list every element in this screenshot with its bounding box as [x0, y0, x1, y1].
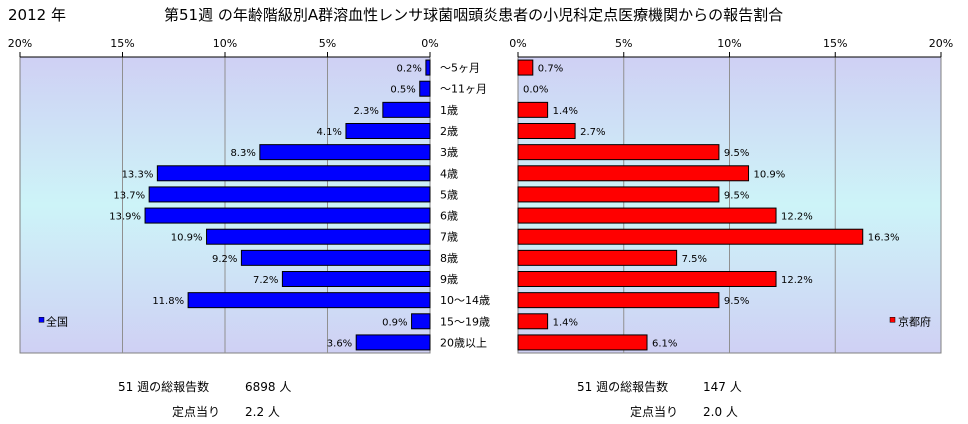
right-tick-label: 10% [717, 37, 741, 50]
right-bar [517, 165, 750, 182]
right-data-label: 1.4% [553, 317, 578, 328]
right-total-label: 51 週の総報告数 [577, 380, 669, 394]
right-data-label: 7.5% [682, 254, 707, 265]
category-labels: 〜5ヶ月〜11ヶ月 1歳 2歳 3歳 4歳 5歳 6歳 7歳 8歳 9歳 10〜14歳 15〜19歳 2… [440, 62, 490, 350]
category-label: 3歳 [440, 146, 458, 159]
left-data-label: 11.8% [152, 296, 184, 307]
category-label: 2歳 [440, 125, 458, 138]
left-bar [382, 101, 431, 118]
left-tick-label: 10% [213, 37, 237, 50]
right-tick-label: 5% [615, 37, 632, 50]
left-panel: 20% 15% 10% 5% 0% 0.2% 0.5% 2.3% 4.1% 8.3% 13.3% 13… [8, 37, 439, 354]
right-bar [517, 249, 678, 266]
left-data-label: 7.2% [253, 275, 278, 286]
right-bar [517, 144, 720, 161]
left-legend-swatch [38, 317, 45, 323]
left-bar [425, 59, 431, 76]
left-per-value: 2.2 人 [245, 405, 280, 419]
left-data-label: 13.7% [113, 190, 145, 201]
left-bar [148, 186, 431, 203]
category-label: 9歳 [440, 273, 458, 286]
page-title: 第51週 の年齢階級別A群溶血性レンサ球菌咽頭炎患者の小児科定点医療機関からの報… [164, 6, 784, 24]
category-label: 10〜14歳 [440, 294, 490, 307]
left-data-label: 13.3% [122, 169, 154, 180]
right-total-value: 147 人 [703, 380, 742, 394]
right-bar [517, 101, 549, 118]
right-bar [517, 186, 720, 203]
left-tick-label: 5% [319, 37, 336, 50]
right-data-label: 10.9% [754, 169, 786, 180]
left-data-label: 10.9% [171, 233, 203, 244]
left-data-label: 13.9% [109, 212, 141, 223]
category-label: 5歳 [440, 188, 458, 201]
right-data-label: 12.2% [781, 275, 813, 286]
left-total-value: 6898 人 [245, 380, 292, 394]
right-bar [517, 313, 549, 330]
left-legend-label: 全国 [46, 314, 68, 328]
left-data-label: 0.5% [390, 85, 415, 96]
left-tick-label: 20% [8, 37, 32, 50]
category-label: 〜11ヶ月 [440, 83, 487, 96]
right-bar [517, 334, 648, 351]
right-data-label: 6.1% [652, 338, 677, 349]
left-total-label: 51 週の総報告数 [118, 380, 210, 394]
right-data-label: 0.7% [538, 64, 563, 75]
right-bar [517, 59, 534, 76]
right-bar [517, 292, 720, 309]
category-label: 〜5ヶ月 [440, 62, 480, 75]
left-bar [156, 165, 431, 182]
right-data-label: 0.0% [523, 85, 548, 96]
category-label: 20歳以上 [440, 336, 487, 349]
left-data-label: 9.2% [212, 254, 237, 265]
right-legend-swatch [889, 317, 896, 323]
right-tick-label: 20% [929, 37, 953, 50]
right-per-label: 定点当り [630, 405, 679, 419]
left-bar [419, 80, 431, 97]
right-tick-label: 0% [509, 37, 526, 50]
right-bar [517, 271, 777, 287]
right-bar [517, 123, 576, 139]
left-data-label: 0.2% [396, 64, 421, 75]
left-bar [345, 123, 431, 139]
right-data-label: 9.5% [724, 296, 749, 307]
left-bar [187, 292, 431, 309]
right-data-label: 9.5% [724, 148, 749, 159]
left-bar [144, 207, 431, 224]
left-bar [206, 228, 431, 245]
right-data-label: 2.7% [580, 127, 605, 138]
right-data-label: 9.5% [724, 190, 749, 201]
year-label: 2012 年 [8, 6, 66, 24]
category-label: 1歳 [440, 104, 458, 117]
right-per-value: 2.0 人 [703, 405, 738, 419]
left-data-label: 8.3% [230, 148, 255, 159]
left-bar [259, 144, 431, 161]
category-label: 6歳 [440, 210, 458, 223]
right-bar [517, 207, 777, 224]
category-label: 4歳 [440, 167, 458, 180]
right-tick-label: 15% [823, 37, 847, 50]
left-bar [240, 249, 431, 266]
category-label: 15〜19歳 [440, 315, 490, 328]
left-tick-label: 15% [110, 37, 134, 50]
right-data-label: 12.2% [781, 212, 813, 223]
right-data-label: 16.3% [868, 233, 900, 244]
right-panel: 0% 5% 10% 15% 20%0.7%0.0%1.4%2.7%9.5%10.9%9.… [509, 37, 953, 354]
right-data-label: 1.4% [553, 106, 578, 117]
right-legend-label: 京都府 [898, 314, 931, 328]
left-bar [411, 313, 431, 330]
left-bar [355, 334, 431, 351]
left-tick-label: 0% [421, 37, 438, 50]
left-per-label: 定点当り [172, 405, 221, 419]
left-bar [281, 271, 431, 287]
left-data-label: 4.1% [317, 127, 342, 138]
right-bar [517, 228, 864, 245]
left-data-label: 0.9% [382, 317, 407, 328]
left-data-label: 3.6% [327, 338, 352, 349]
left-data-label: 2.3% [353, 106, 378, 117]
category-label: 8歳 [440, 252, 458, 265]
category-label: 7歳 [440, 231, 458, 244]
